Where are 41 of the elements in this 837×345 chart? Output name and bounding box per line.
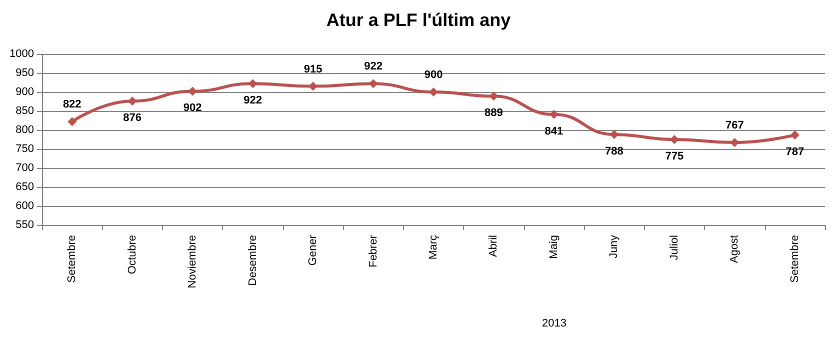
data-label: 922 [364,60,382,73]
text: 2013 [542,318,566,330]
data-label: 775 [665,150,684,162]
x-tick-label: Març [428,234,440,260]
data-label: 900 [424,69,443,81]
x-tick-label: Desembre [246,235,259,286]
chart-title: Atur a PLF l'últim any [326,10,511,30]
x-tick-label: Octubre [126,235,138,274]
y-tick-label: 750 [16,143,34,155]
data-label: 841 [544,125,564,138]
y-tick-label: 1000 [10,48,34,60]
x-tick-label: Juny [608,234,620,258]
x-tick-label: Setembre [788,235,801,283]
x-tick-label: Gener [307,234,320,266]
data-label: 922 [244,94,262,107]
data-label: 889 [484,107,503,120]
data-label: 787 [786,146,804,158]
data-label: 822 [62,98,82,111]
data-label: 788 [605,146,624,158]
point [429,88,438,96]
y-tick-label: 900 [16,86,34,98]
y-tick-label: 700 [16,162,34,174]
y-tick-label: 800 [16,124,34,136]
x-tick-label: Febrer [367,234,380,268]
y-tick-label: 950 [16,67,34,79]
point [790,130,800,140]
y-tick-label: 650 [16,181,34,193]
y-tick-label: 600 [16,200,34,212]
point [68,117,77,126]
x-tick-label: Noviembre [186,235,199,288]
data-label: 915 [304,63,322,76]
x-tick-label: Maig [548,235,560,259]
data-label: 902 [183,102,202,114]
x-tick-label: Abril [488,235,500,258]
y-tick-label: 550 [16,219,34,231]
x-tick-label: Agost [728,235,741,264]
x-tick-label: Setembre [66,235,78,283]
data-label: 767 [725,120,744,132]
x-tick-label: Juliol [668,235,680,260]
y-tick-label: 850 [16,105,34,117]
data-label: 876 [123,112,142,124]
